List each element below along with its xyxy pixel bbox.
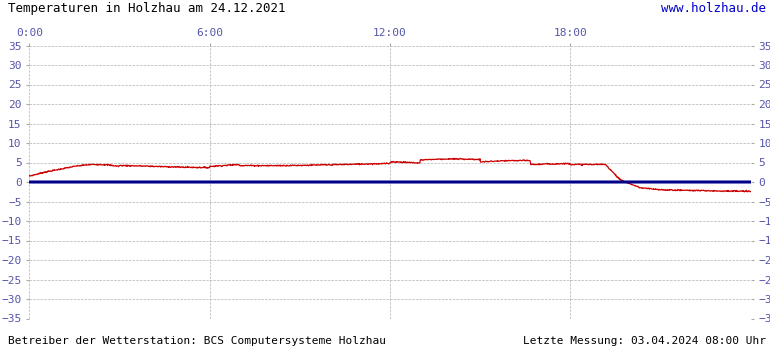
Text: Betreiber der Wetterstation: BCS Computersysteme Holzhau: Betreiber der Wetterstation: BCS Compute…	[8, 336, 386, 346]
Text: Temperaturen in Holzhau am 24.12.2021: Temperaturen in Holzhau am 24.12.2021	[8, 2, 285, 15]
Text: www.holzhau.de: www.holzhau.de	[661, 2, 766, 15]
Text: Letzte Messung: 03.04.2024 08:00 Uhr: Letzte Messung: 03.04.2024 08:00 Uhr	[523, 336, 766, 346]
